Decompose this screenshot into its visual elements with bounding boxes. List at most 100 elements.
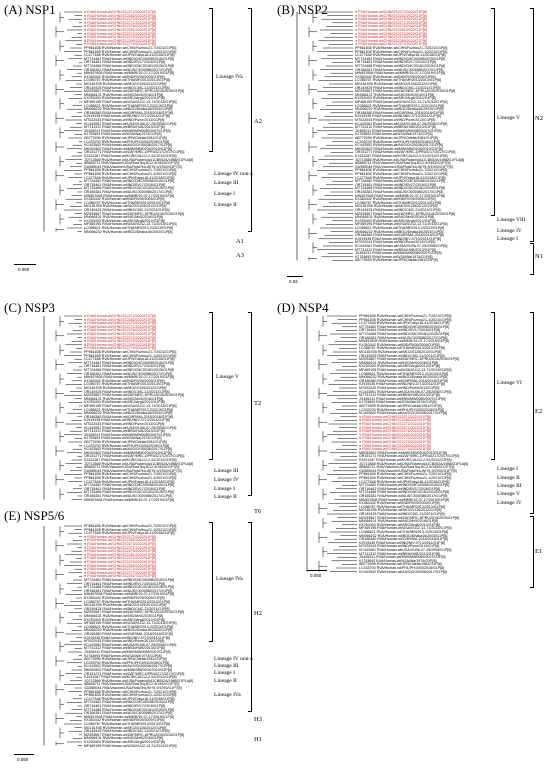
leaf-label: OR166381 RVA/Human-wt/AUS/CK00086/2017/G… (84, 588, 173, 593)
leaf-label: MT724462 RVA/Human-wt/IND/CMC00098/2015/… (355, 179, 446, 184)
phylogenetic-tree (43, 11, 82, 232)
leaf-label: LC433700 RVA/Human-wt/PHL/PH1093/2018/G1… (359, 566, 445, 570)
leaf-label: LC086767 RVA/Human-wt/THA/MR2013/2013/G1… (84, 722, 170, 726)
leaf-label: KC443502 RVA/Human-wt/AUS/CK00036/2017/G… (84, 664, 172, 669)
leaf-label: OR716461 RVA/Human-wt/IND/RV17/2016/G1P[… (84, 486, 166, 491)
leaf-label: MG181935 RVA/Human-wt/MOZ/0126/2012/G1P[… (84, 204, 167, 209)
leaf-label: MN066232 RVA/Human-wt/BGD/Dhaka16/2003/G… (355, 229, 444, 234)
lineage-label: Lineage I (497, 236, 518, 242)
leaf-label: LC086621 RVA/Human-wt/THA/MR2013-2/2013/… (359, 530, 449, 534)
leaf-label: ● RVA/Human-wt/CHN/GS2272/2022/G1P[8] (355, 10, 427, 14)
lineage-label: Lineage III (214, 468, 239, 474)
leaf-label: AB770099 RVA/Human-wt/JPN/Odelia/1981/G1… (84, 136, 167, 140)
clade-bracket (209, 522, 213, 642)
leaf-label: PP861836 RVA/Human-wt/CHN/Fuzhou21-7/202… (84, 524, 177, 528)
leaf-label: OR166380 RVA/Human-wt/CMR/MA-2018/2018/G… (84, 632, 173, 636)
leaf-label: MT724468 RVA/Human-wt/IND/CMC00181/2015/… (84, 707, 175, 712)
leaf-label: ● RVA/Human-wt/CHN/GS2281/2022/G1P[8] (84, 28, 156, 32)
genotype-bracket (530, 243, 534, 275)
leaf-label: KJ431287 RVA/Human-wt/KOR/CAU12-2-51/201… (359, 458, 452, 462)
leaf-label: OR716461 RVA/Human-wt/IND/RV17/2016/G1P[… (84, 60, 166, 65)
leaf-label: KJ919435 RVA/Human-wt/IND/NIV-0713/2011/… (355, 236, 441, 241)
genotype-label: H3 (254, 716, 262, 723)
leaf-label: MN066101 RVA/Human-wt/NIC/Mx5/2016/G1P[8… (84, 396, 164, 401)
leaf-label: MG181935 RVA/Human-wt/MOZ/0126/2012/G1P[… (359, 508, 442, 513)
leaf-label: MN066101 RVA/Human-wt/NIC/Mx5/2016/G1P[8… (355, 215, 435, 220)
leaf-label: MG181935 RVA/Human-wt/MOZ/0126/2012/G1P[… (84, 603, 167, 608)
panel-nsp5-6: (E) NSP5/6 Lineage IVa H2 Lineage IV non… (4, 508, 266, 766)
leaf-label: MW457608 RVA/Human-wt/MMR/19-07-17/2019/… (359, 339, 449, 344)
leaf-label: PP861836 RVA/Human-wt/CHN/Fuzhou21-7/202… (84, 46, 177, 50)
leaf-label: LC086621 RVA/Human-wt/THA/MR2013-2/2013/… (359, 371, 449, 376)
leaf-label: OR166380 RVA/Human-wt/CMR/MA-2018/2018/G… (359, 537, 448, 542)
leaf-label: MT724468 RVA/Human-wt/IND/CMC00181/2015/… (84, 186, 175, 191)
lineage-label: Lineage IV non-a (214, 656, 253, 662)
phylogenetic-tree (306, 315, 357, 572)
leaf-label: MN066101 RVA/Human-wt/NIC/Mx5/2016/G1P[8… (359, 360, 439, 365)
leaf-label: MK052802 RVA/Human-wt/MWI/MW0204/2010/G1… (84, 668, 172, 672)
leaf-label: ● RVA/Human-wt/CHN/GS2282/2022/G1P[8] (355, 13, 427, 18)
leaf-label: KJ431287 RVA/Human-wt/KOR/CAU12-2-51/201… (355, 154, 448, 158)
scale-label: 0.050 (17, 757, 29, 762)
leaf-label: KC443061 RVA/Human-wt/USA/VU06-07-25/200… (359, 389, 452, 394)
leaf-label: ● RVA/Human-wt/CHN/GS2273/2022/G1P[8] (355, 17, 427, 22)
leaf-label: ● RVA/Human-wt/CHN/GS2269/2022/G1P[8] (359, 443, 431, 448)
leaf-label: JQ713568 RVA/Human-wt/USA/Rotarix/A41CB0… (359, 461, 469, 466)
leaf-label: MT724468 RVA/Human-wt/IND/CMC00181/2015/… (84, 490, 175, 495)
leaf-label: LC086767 RVA/Human-wt/THA/MR2013/2013/G1… (359, 346, 445, 351)
leaf-label: ● RVA/Human-wt/CHN/GS2271/2022/G1P[8] (355, 20, 427, 25)
leaf-label: ● RVA/Human-wt/CHN/GS2273/2022/G1P[8] (84, 17, 156, 22)
leaf-label: ● RVA/Human-wt/CHN/GS2274/2022/G1P[8] (84, 346, 156, 351)
leaf-label: MN066232 RVA/Human-wt/BGD/Dhaka16/2003/G… (84, 229, 173, 234)
leaf-label: KJ753693 RVA/Human-wt/USA/Wa/1974/G1P[8] (355, 132, 433, 137)
leaf-label: MT022043 RVA/Human-wt/IND/Pune/2013/G1P[… (84, 118, 165, 122)
leaf-label: MK052802 RVA/Human-wt/MWI/MW0204/2010/G1… (84, 450, 172, 455)
genotype-bracket (248, 8, 252, 232)
leaf-label: MT022043 RVA/Human-wt/IND/Pune/2013/G1P[… (84, 639, 165, 644)
leaf-label: KX363442 RVA/Human-wt/IND/RV09/2009/G1P[… (84, 596, 165, 600)
leaf-label: MW457608 RVA/Human-wt/MMR/19-07-17/2019/… (359, 497, 449, 502)
leaf-label: OR166381 RVA/Human-wt/AUS/CK00086/2017/G… (84, 67, 173, 72)
leaf-label: MN066232 RVA/Human-wt/BGD/Dhaka16/2003/G… (359, 533, 448, 538)
leaf-label: MT741312 RVA/Human-wt/BRA/HUB/2013/G1P[8… (359, 393, 440, 398)
leaf-label: JX406241 RVA/Human-wt/MWI/MW0089/2007/G1… (355, 251, 442, 256)
leaf-label: ● RVA/Human-wt/CHN/GS2274/2022/G1P[8] (84, 42, 156, 47)
leaf-label: OR149425 RVA/Human-wt/IND/CMC-21/2021/G1… (355, 85, 441, 90)
leaf-label: ● RVA/Human-wt/CHN/GS2272/2022/G1P[8] (84, 314, 156, 318)
leaf-label: LC477648 RVA/Human-wt/JPN/Tokyo18-41/201… (84, 531, 175, 536)
leaf-label: ● RVA/Human-wt/CHN/GS2281/2022/G1P[8] (84, 332, 156, 336)
leaf-label: OR166381 RVA/Human-wt/AUS/CK00086/2017/G… (359, 335, 448, 340)
leaf-label: ● RVA/Human-wt/CHN/GS2272/2022/G1P[8] (84, 534, 156, 539)
leaf-label: PP861835 RVA/Human-wt/CHN/Fuzhou21-1/202… (84, 49, 177, 54)
leaf-label: KC443061 RVA/Human-wt/USA/VU06-07-25/200… (359, 548, 452, 552)
leaf-label: PP861835 RVA/Human-wt/CHN/Fuzhou21-1/202… (355, 172, 448, 176)
leaf-label: PP861836 RVA/Human-wt/CHN/Fuzhou21-7/202… (359, 472, 452, 477)
leaf-label: ● RVA/Human-wt/CHN/GS2273/2022/G1P[8] (359, 422, 431, 426)
leaf-label: ● RVA/Human-wt/CHN/GS2273/2022/G1P[8] (84, 321, 156, 326)
leaf-label: LC086621 RVA/Human-wt/THA/MR2013-2/2013/… (84, 226, 174, 230)
leaf-label: LC477648 RVA/Human-wt/JPN/Tokyo18-41/201… (359, 321, 450, 326)
leaf-label: GU565044 RVA/Vaccine/USA/RotaTeq-WI79-9/… (359, 468, 457, 473)
genotype-label: E2 (535, 408, 543, 415)
leaf-label: ● RVA/Human-wt/CHN/GS2272/2022/G1P[8] (84, 570, 156, 575)
leaf-label: OR166380 RVA/Human-wt/CMR/MA-2018/2018/G… (359, 378, 448, 383)
leaf-label: MW457608 RVA/Human-wt/MMR/19-07-17/2019/… (355, 193, 445, 198)
leaf-label: LC477648 RVA/Human-wt/JPN/Tokyo18-41/201… (359, 479, 450, 484)
leaf-label: ● RVA/Human-wt/CHN/GS2271/2022/G1P[8] (359, 425, 431, 430)
genotype-label: N2 (535, 115, 543, 122)
lineage-label: Lineage V (497, 491, 520, 497)
leaf-label: OR151271 RVA/Human-wt/ZAF/MRC-DPRU0217/2… (355, 150, 456, 155)
leaf-label: MN066232 RVA/Human-wt/BGD/Dhaka16/2003/G… (84, 411, 173, 416)
leaf-label: ● RVA/Human-wt/CHN/GS2271/2022/G1P[8] (84, 324, 156, 329)
leaf-label: ● RVA/Human-wt/CHN/GS2272/2022/G1P[8] (359, 414, 431, 419)
leaf-label: PP861836 RVA/Human-wt/CHN/Fuzhou21-7/202… (84, 472, 177, 477)
leaf-label: KX363442 RVA/Human-wt/IND/RV09/2009/G1P[… (359, 501, 440, 506)
lineage-label: Lineage II (497, 475, 520, 481)
leaf-label: MT022043 RVA/Human-wt/IND/Pune/2013/G1P[… (359, 386, 440, 390)
panel-nsp4: (D) NSP4 Lineage VI E2 Lineage I Lineage… (277, 300, 547, 600)
lineage-label: Lineage II (214, 202, 237, 208)
leaf-label: JQ713568 RVA/Human-wt/USA/Rotarix/A41CB0… (84, 461, 194, 466)
lineage-label: Lineage IV non-a (214, 171, 253, 177)
leaf-label: MN066232 RVA/Human-wt/BGD/Dhaka16/2003/G… (84, 107, 173, 112)
leaf-label: MW457608 RVA/Human-wt/MMR/19-07-17/2019/… (84, 592, 174, 597)
